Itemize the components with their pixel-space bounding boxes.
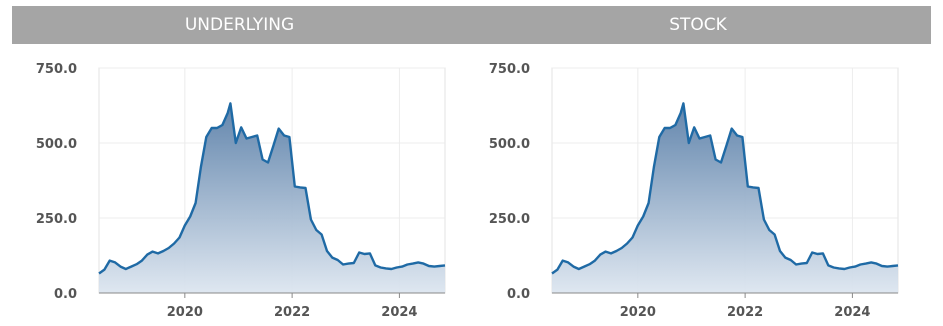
chart-panel-stock: STOCK 0.0 250.0 500.0 750.0 2020 2022 2024 [465,6,943,320]
y-tick-label: 250.0 [36,212,77,227]
x-tick-label: 2022 [727,305,763,320]
x-tick-label: 2020 [620,305,656,320]
y-tick-label: 750.0 [36,62,77,77]
series-area-fill [99,103,445,294]
panel-header-underlying: UNDERLYING [12,6,467,44]
y-tick-label: 500.0 [489,137,530,152]
panel-header-stock: STOCK [465,6,931,44]
x-tick-label: 2020 [167,305,203,320]
y-tick-label: 500.0 [36,137,77,152]
y-tick-label: 250.0 [489,212,530,227]
series-area-fill [552,103,898,294]
series-line [551,102,899,275]
x-tick-label: 2024 [381,305,417,320]
area-chart-stock: 0.0 250.0 500.0 750.0 2020 2022 2024 [489,62,899,320]
x-tick-label: 2024 [834,305,870,320]
y-tick-label: 0.0 [507,287,530,302]
chart-panel-underlying: UNDERLYING 0.0 250.0 500.0 750.0 2020 2022 202… [12,6,467,320]
area-chart-underlying: 0.0 250.0 500.0 750.0 2020 2022 2024 [36,62,446,320]
x-tick-label: 2022 [274,305,310,320]
y-tick-label: 750.0 [489,62,530,77]
series-line [98,102,446,275]
y-tick-label: 0.0 [54,287,77,302]
